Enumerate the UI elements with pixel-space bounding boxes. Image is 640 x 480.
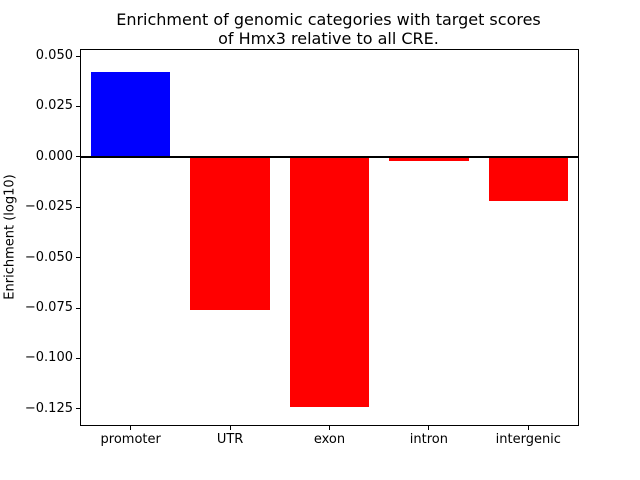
y-axis-label: Enrichment (log10) bbox=[2, 174, 18, 300]
bar-intron bbox=[389, 156, 469, 161]
y-tick-label: −0.100 bbox=[24, 350, 73, 366]
zero-line bbox=[81, 155, 578, 159]
plot-area: 0.050 0.025 0.000 −0.025 −0.050 −0.075 −0.100 −… bbox=[25, 48, 579, 447]
x-tick-label-promoter: promoter bbox=[100, 432, 161, 447]
bar-UTR bbox=[190, 156, 270, 311]
x-tick-mark bbox=[527, 425, 529, 430]
x-tick-label-exon: exon bbox=[313, 432, 346, 447]
bar-exon bbox=[289, 156, 370, 407]
y-tick-mark bbox=[76, 206, 81, 208]
y-tick-label: 0.025 bbox=[35, 98, 73, 114]
y-tick-label: −0.025 bbox=[24, 199, 73, 215]
y-tick-mark bbox=[76, 55, 81, 57]
y-tick-label: −0.125 bbox=[24, 400, 73, 416]
y-tick-label: 0.050 bbox=[35, 48, 73, 64]
bar-promoter bbox=[90, 72, 171, 157]
x-tick-mark bbox=[229, 425, 231, 430]
y-tick-label: −0.075 bbox=[24, 300, 73, 316]
x-tick-mark bbox=[130, 425, 132, 430]
y-tick-mark bbox=[76, 408, 81, 410]
y-tick-mark bbox=[76, 105, 81, 107]
x-tick-mark bbox=[329, 425, 330, 430]
bar-intergenic bbox=[488, 156, 569, 202]
x-tick-mark bbox=[428, 425, 430, 430]
chart-title: Enrichment of genomic categories with ta… bbox=[80, 10, 577, 48]
y-tick-label: −0.050 bbox=[24, 249, 73, 265]
y-tick-mark bbox=[76, 357, 81, 359]
y-tick-mark bbox=[76, 257, 81, 259]
x-tick-label-intergenic: intergenic bbox=[495, 432, 561, 447]
x-tick-label-UTR: UTR bbox=[216, 432, 244, 447]
chart-title-line1: Enrichment of genomic categories with ta… bbox=[116, 10, 541, 29]
y-tick-mark bbox=[76, 307, 81, 309]
y-tick-label: 0.000 bbox=[35, 148, 73, 164]
x-tick-label-intron: intron bbox=[409, 432, 448, 447]
y-tick-mark bbox=[76, 156, 81, 158]
chart-title-line2: of Hmx3 relative to all CRE. bbox=[218, 29, 439, 48]
